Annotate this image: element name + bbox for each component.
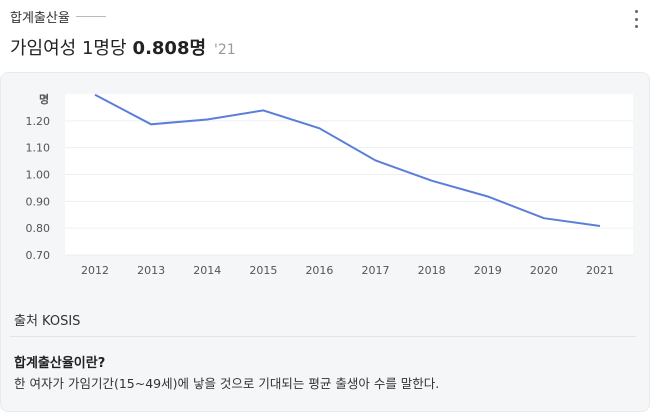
- x-tick-label: 2018: [418, 264, 446, 277]
- series-line: [94, 93, 601, 227]
- x-tick-label: 2015: [249, 264, 277, 277]
- divider: [10, 336, 636, 337]
- y-tick-label: 1.00: [26, 169, 51, 182]
- y-tick-label: 0.80: [26, 222, 51, 235]
- header-divider-line: [75, 16, 106, 17]
- y-axis: 0.70 0.80 0.90 1.00 1.10 1.20: [26, 115, 51, 262]
- definition-title: 합계출산율이란?: [14, 356, 106, 371]
- header-label: 합계출산율: [10, 7, 106, 26]
- source-text: 출처 KOSIS: [14, 314, 81, 329]
- more-dot: [634, 25, 638, 28]
- gridlines: [65, 120, 633, 256]
- x-tick-label: 2013: [137, 264, 165, 277]
- y-tick-label: 1.20: [26, 115, 51, 128]
- x-tick-label: 2019: [474, 264, 502, 277]
- x-tick-label: 2021: [586, 264, 614, 277]
- x-tick-label: 2014: [193, 264, 221, 277]
- x-tick-label: 2017: [362, 264, 390, 277]
- headline-value: 0.808명: [132, 38, 207, 59]
- more-dot: [634, 17, 638, 21]
- more-dot: [634, 10, 638, 13]
- x-axis: 2012 2013 2014 2015 2016 2017 2018 2019 2020 2021: [81, 264, 614, 277]
- y-tick-label: 0.70: [26, 249, 51, 262]
- x-tick-label: 2012: [81, 264, 109, 277]
- x-tick-label: 2020: [530, 264, 558, 277]
- definition-body: 한 여자가 가임기간(15~49세)에 낳을 것으로 기대되는 평균 출생아 수…: [14, 376, 440, 391]
- x-tick-label: 2016: [305, 264, 333, 277]
- line-chart: 명 0.700.800.901.001.101.20 2012 2013 2014 2…: [26, 92, 633, 277]
- y-tick-label: 1.10: [26, 142, 51, 155]
- y-tick-label: 0.90: [26, 195, 51, 208]
- headline-year: '21: [214, 42, 236, 58]
- header-label-text: 합계출산율: [10, 11, 70, 26]
- headline: 가임여성 1명당 0.808명 '21: [10, 34, 236, 60]
- more-options-icon[interactable]: [630, 10, 642, 28]
- headline-prefix: 가임여성 1명당: [10, 38, 127, 59]
- y-axis-unit: 명: [39, 92, 49, 106]
